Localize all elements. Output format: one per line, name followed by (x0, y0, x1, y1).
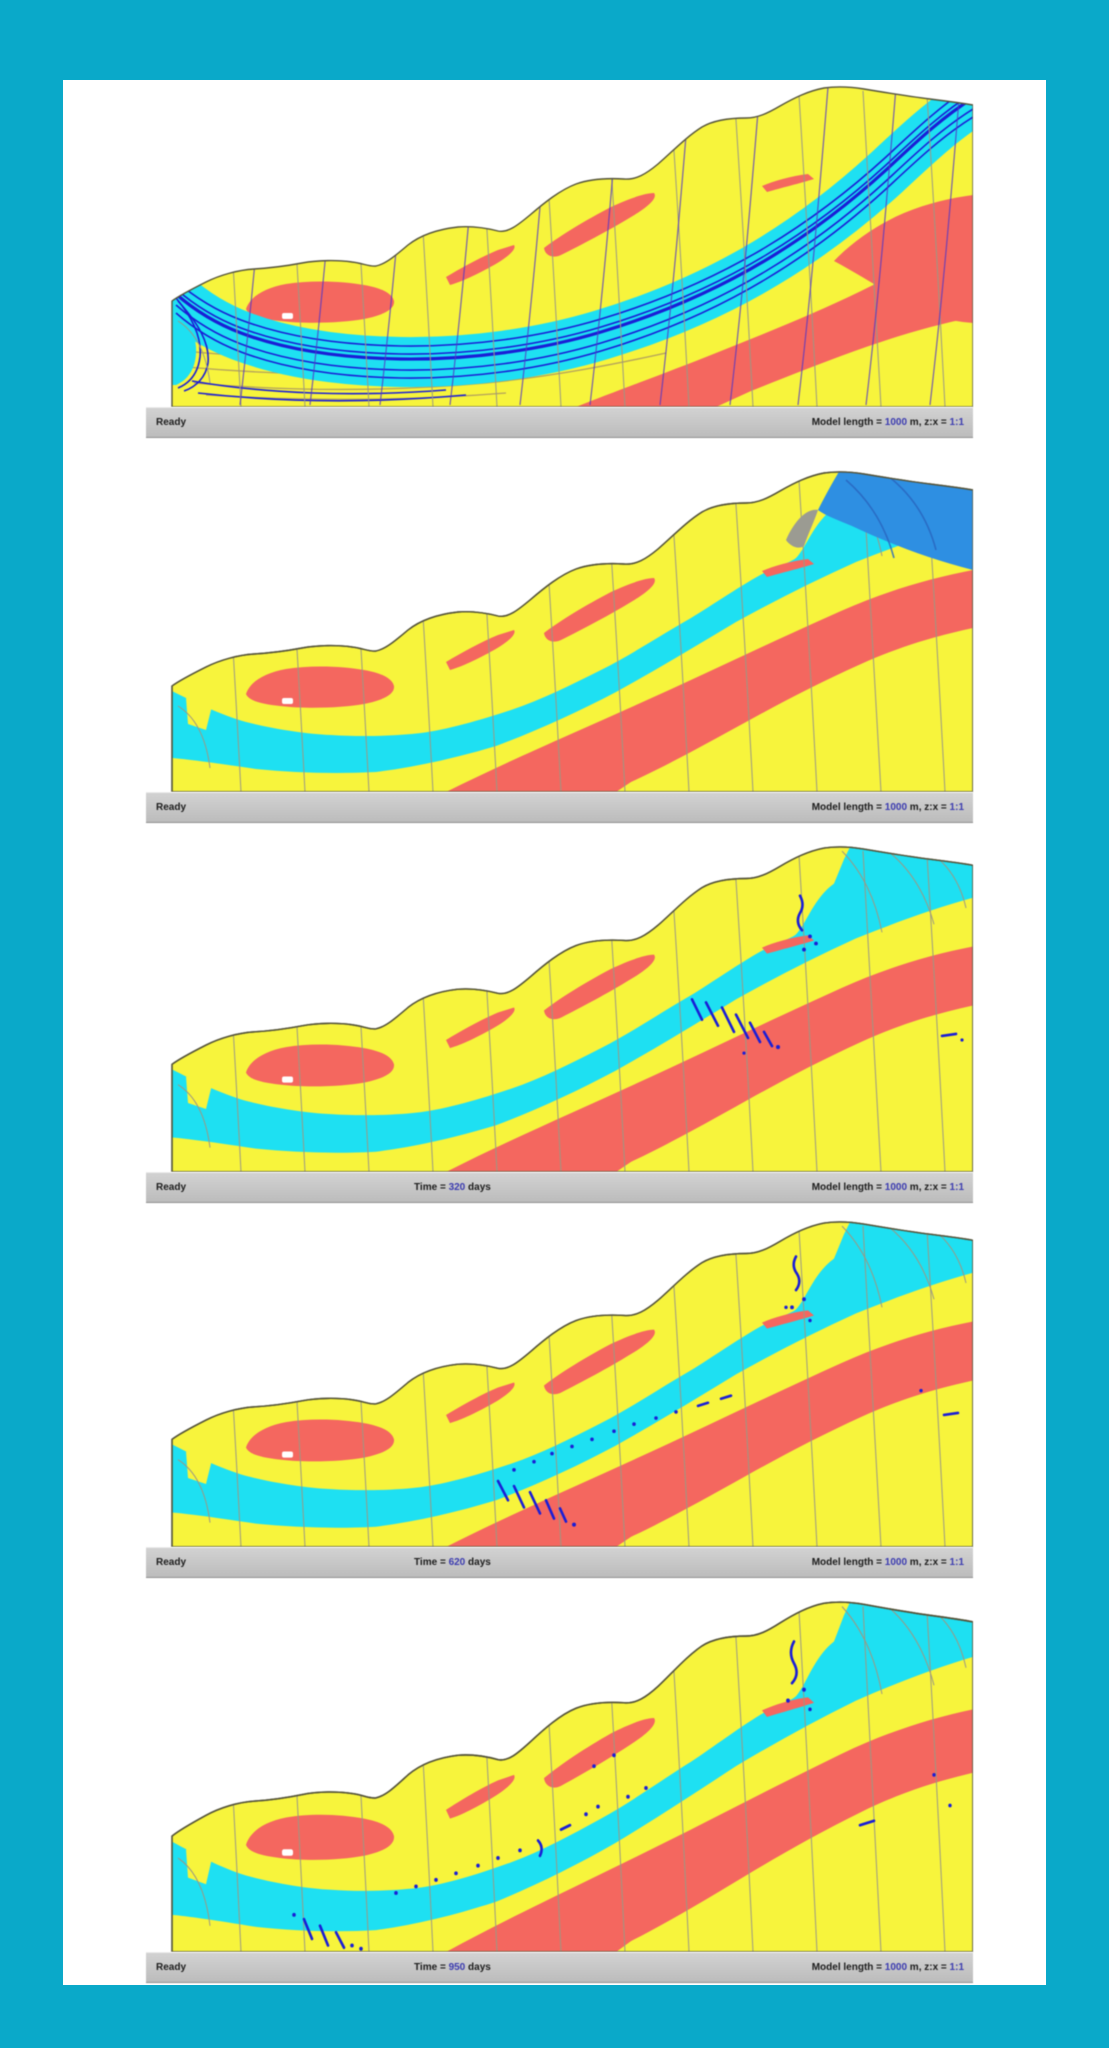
status-ready: Ready (156, 1182, 187, 1193)
model-length-label: Model length = (811, 802, 885, 813)
model-scale-label: m, z:x = (907, 417, 950, 428)
simulation-panel-4: Ready Time = 620 days Model length = 100… (146, 1220, 973, 1578)
status-time-suffix: days (465, 1182, 491, 1193)
model-length-label: Model length = (811, 1557, 885, 1568)
streamlines (174, 86, 973, 402)
model-scale-value: 1:1 (949, 1962, 964, 1973)
cross-section-drawing-950-days (171, 1600, 973, 1952)
aquifer-band (172, 86, 973, 388)
status-time-value: 320 (448, 1182, 466, 1193)
particle-traces (496, 1255, 960, 1527)
model-scale-value: 1:1 (949, 1182, 964, 1193)
model-scale-value: 1:1 (949, 802, 964, 813)
cross-section-drawing-initial (171, 470, 973, 792)
model-length-value: 1000 (884, 1182, 908, 1193)
status-time-value: 950 (448, 1962, 466, 1973)
model-length-value: 1000 (884, 1962, 908, 1973)
status-bar: Ready Time = 950 days Model length = 100… (146, 1952, 973, 1983)
model-scale-value: 1:1 (949, 417, 964, 428)
status-ready: Ready (156, 1962, 187, 1973)
particle-traces (292, 1640, 952, 1951)
model-scale-value: 1:1 (949, 1557, 964, 1568)
status-bar: Ready Model length = 1000 m, z:x = 1:1 (146, 792, 973, 823)
page-canvas: Ready Model length = 1000 m, z:x = 1:1 (63, 80, 1046, 1985)
status-time-suffix: days (465, 1557, 491, 1568)
model-scale-label: m, z:x = (907, 1962, 950, 1973)
status-ready: Ready (156, 802, 187, 813)
status-model-length: Model length = 1000 m, z:x = 1:1 (812, 1557, 964, 1568)
model-scale-label: m, z:x = (907, 1182, 950, 1193)
model-length-label: Model length = (811, 1182, 885, 1193)
model-length-label: Model length = (811, 1962, 885, 1973)
cross-section-drawing-320-days (171, 845, 973, 1172)
status-time-value: 620 (448, 1557, 466, 1568)
model-length-value: 1000 (884, 1557, 908, 1568)
status-bar: Ready Time = 320 days Model length = 100… (146, 1172, 973, 1203)
model-length-label: Model length = (811, 417, 885, 428)
status-ready: Ready (156, 1557, 187, 1568)
model-scale-label: m, z:x = (907, 802, 950, 813)
cross-section-drawing-620-days (171, 1220, 973, 1547)
status-time-label: Time = (414, 1962, 449, 1973)
simulation-panel-5: Ready Time = 950 days Model length = 100… (146, 1600, 973, 1983)
status-time-label: Time = (414, 1182, 449, 1193)
status-model-length: Model length = 1000 m, z:x = 1:1 (812, 1962, 964, 1973)
simulation-panel-2: Ready Model length = 1000 m, z:x = 1:1 (146, 470, 973, 823)
model-scale-label: m, z:x = (907, 1557, 950, 1568)
status-time: Time = 320 days (414, 1182, 491, 1193)
particle-traces (690, 894, 964, 1055)
status-model-length: Model length = 1000 m, z:x = 1:1 (812, 417, 964, 428)
simulation-panel-3: Ready Time = 320 days Model length = 100… (146, 845, 973, 1203)
status-time-label: Time = (414, 1557, 449, 1568)
status-model-length: Model length = 1000 m, z:x = 1:1 (812, 802, 964, 813)
simulation-panel-1: Ready Model length = 1000 m, z:x = 1:1 (146, 85, 973, 438)
status-time: Time = 950 days (414, 1962, 491, 1973)
status-bar: Ready Model length = 1000 m, z:x = 1:1 (146, 407, 973, 438)
status-bar: Ready Time = 620 days Model length = 100… (146, 1547, 973, 1578)
model-length-value: 1000 (884, 802, 908, 813)
status-time-suffix: days (465, 1962, 491, 1973)
status-model-length: Model length = 1000 m, z:x = 1:1 (812, 1182, 964, 1193)
cross-section-drawing-flow-net (171, 86, 973, 407)
pond-liner-gray (786, 509, 818, 548)
status-time: Time = 620 days (414, 1557, 491, 1568)
model-length-value: 1000 (884, 417, 908, 428)
status-ready: Ready (156, 417, 187, 428)
pond-flow-arcs (845, 475, 937, 559)
